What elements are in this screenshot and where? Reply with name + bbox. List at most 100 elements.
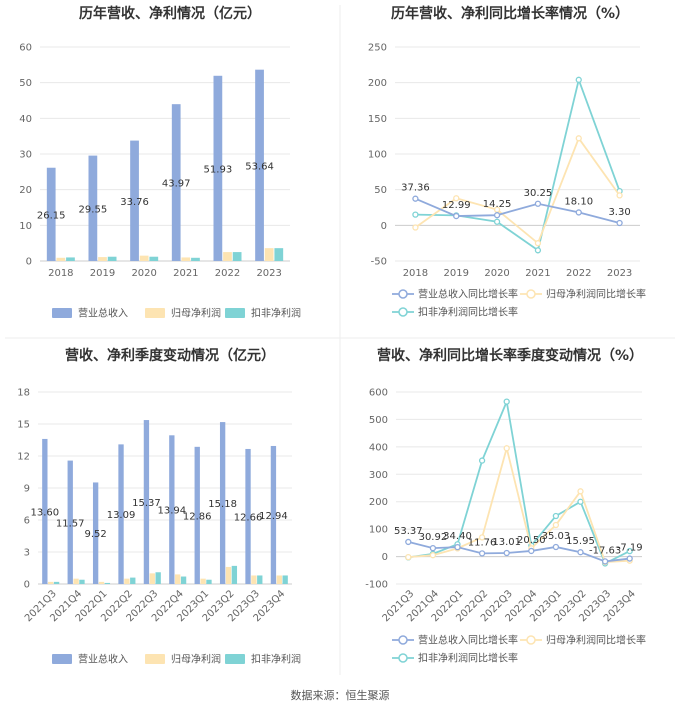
line-point (616, 192, 623, 199)
bar-deducted-profit (107, 256, 117, 261)
bar-net-profit (73, 578, 79, 584)
bar-net-profit (48, 581, 54, 584)
y-tick-label: 15 (17, 420, 30, 431)
bar-revenue (213, 75, 223, 262)
line-data-label: 30.92 (419, 532, 448, 543)
x-tick-label: 2020 (131, 268, 156, 279)
legend-label[interactable]: 扣非净利润同比增长率 (418, 306, 518, 319)
line-point (577, 488, 584, 495)
y-tick-label: 400 (369, 442, 388, 453)
line-data-label: 34.40 (443, 531, 472, 542)
bar-deducted-profit (104, 582, 111, 584)
y-tick-label: 50 (19, 78, 32, 89)
chart-title: 历年营收、净利同比增长率情况（%） (391, 5, 629, 22)
y-tick-label: 18 (17, 388, 30, 399)
bar-revenue (92, 482, 99, 584)
legend-swatch (225, 654, 245, 664)
line-data-label: -17.63 (589, 545, 621, 556)
legend-label[interactable]: 扣非净利润 (251, 307, 301, 320)
line-point (552, 543, 560, 551)
y-tick-label: 10 (19, 221, 32, 232)
x-tick-label: 2021 (525, 268, 550, 279)
legend-label[interactable]: 归母净利润同比增长率 (546, 288, 646, 301)
legend-label[interactable]: 营业总收入 (78, 653, 128, 666)
bar-net-profit (124, 578, 130, 584)
chart-title: 营收、净利季度变动情况（亿元） (65, 347, 275, 364)
bar-data-label: 51.93 (204, 164, 233, 175)
x-tick-label: 2019 (90, 268, 115, 279)
line-data-label: -7.19 (617, 543, 643, 554)
legend-label[interactable]: 营业总收入同比增长率 (418, 288, 518, 301)
bar-revenue (130, 140, 139, 261)
bar-deducted-profit (191, 257, 200, 261)
y-tick-label: 50 (374, 185, 387, 196)
line-data-label: 12.99 (442, 200, 471, 211)
bar-data-label: 13.09 (107, 510, 136, 521)
line-data-label: 20.50 (517, 535, 546, 546)
bar-deducted-profit (231, 565, 238, 584)
y-tick-label: 600 (369, 388, 388, 399)
bar-net-profit (139, 255, 149, 261)
y-tick-label: 300 (369, 470, 388, 481)
bar-revenue (88, 155, 98, 261)
line-point (616, 219, 623, 227)
legend-swatch (145, 308, 165, 318)
y-tick-label: 500 (369, 415, 388, 426)
legend-marker (398, 307, 408, 317)
line-revenue (408, 541, 630, 563)
line-point (534, 247, 542, 254)
y-tick-label: 0 (24, 580, 30, 591)
bar-net-profit (56, 257, 66, 261)
bar-data-label: 9.52 (84, 529, 106, 540)
line-deducted-profit (408, 398, 631, 565)
line-point (429, 552, 437, 559)
line-point (412, 211, 419, 218)
y-tick-label: 9 (24, 484, 30, 495)
line-point (412, 195, 419, 202)
bar-data-label: 12.94 (259, 511, 288, 522)
legend-label[interactable]: 扣非净利润 (251, 653, 301, 666)
legend-label[interactable]: 营业总收入同比增长率 (418, 634, 518, 647)
bar-net-profit (251, 575, 257, 584)
y-tick-label: 150 (368, 114, 387, 125)
line-data-label: 11.76 (468, 537, 497, 548)
bar-net-profit (264, 248, 274, 261)
bar-deducted-profit (180, 576, 187, 584)
bar-revenue (219, 422, 226, 584)
bar-data-label: 53.64 (245, 161, 274, 172)
y-tick-label: 60 (19, 43, 32, 54)
legend-label[interactable]: 归母净利润 (171, 307, 221, 320)
y-tick-label: -50 (371, 257, 387, 268)
legend-marker (398, 653, 408, 663)
bar-deducted-profit (232, 252, 242, 261)
line-point (412, 224, 419, 231)
line-point (503, 398, 510, 405)
legend-label[interactable]: 扣非净利润同比增长率 (418, 652, 518, 665)
y-tick-label: 20 (19, 185, 32, 196)
bar-deducted-profit (79, 579, 85, 584)
line-data-label: 3.30 (608, 207, 630, 218)
bar-net-profit (149, 573, 155, 584)
bar-data-label: 33.76 (120, 197, 149, 208)
bar-data-label: 13.60 (31, 507, 60, 518)
quarterly-revenue-profit-chart: 营收、净利季度变动情况（亿元）03691215182021Q32021Q4202… (17, 347, 301, 666)
x-tick-label: 2021 (173, 268, 198, 279)
line-data-label: 53.37 (394, 526, 423, 537)
bar-data-label: 26.15 (37, 210, 66, 221)
line-point (453, 195, 460, 202)
line-point (493, 218, 501, 225)
line-point (575, 209, 582, 216)
line-point (478, 534, 486, 541)
legend-label[interactable]: 营业总收入 (78, 307, 128, 320)
bar-deducted-profit (155, 572, 161, 584)
line-data-label: 13.01 (492, 537, 521, 548)
line-point (577, 498, 584, 505)
legend-label[interactable]: 归母净利润同比增长率 (546, 634, 646, 647)
data-source-footer: 数据来源：恒生聚源 (291, 688, 390, 702)
bar-net-profit (98, 581, 105, 584)
bar-data-label: 15.37 (132, 498, 161, 509)
line-point (601, 558, 609, 565)
y-tick-label: 100 (369, 525, 388, 536)
legend-label[interactable]: 归母净利润 (171, 653, 221, 666)
bar-revenue (171, 104, 181, 261)
